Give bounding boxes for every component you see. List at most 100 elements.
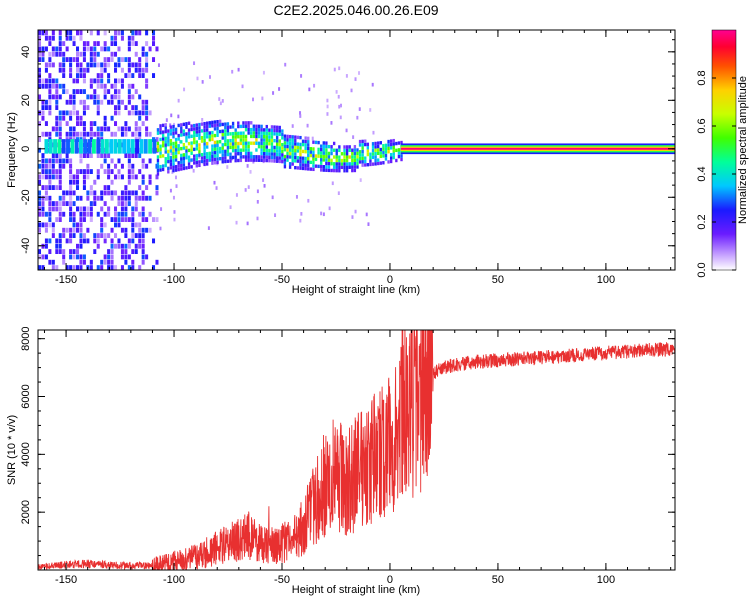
- heatmap-cell: [79, 243, 83, 249]
- heatmap-cell: [100, 153, 104, 158]
- heatmap-cell: [173, 217, 176, 222]
- heatmap-cell: [127, 126, 131, 132]
- heatmap-cell: [379, 154, 382, 159]
- heatmap-cell: [76, 57, 80, 62]
- heatmap-cell: [127, 243, 131, 249]
- heatmap-cell: [234, 148, 237, 153]
- heatmap-cell: [205, 128, 209, 132]
- heatmap-cell: [177, 114, 180, 119]
- heatmap-cell: [96, 126, 100, 132]
- heatmap-cell: [177, 133, 180, 138]
- heatmap-cell: [301, 142, 305, 147]
- heatmap-cell: [134, 233, 138, 238]
- heatmap-cell: [216, 153, 219, 158]
- heatmap-cell: [82, 259, 86, 265]
- heatmap-cell: [294, 138, 297, 143]
- heatmap-cell: [55, 89, 59, 94]
- heatmap-cell: [325, 165, 328, 169]
- heatmap-cell: [134, 30, 138, 36]
- heatmap-cell: [301, 166, 305, 171]
- heatmap-cell: [250, 134, 253, 139]
- heatmap-cell: [110, 131, 114, 137]
- heatmap-cell: [58, 169, 62, 174]
- heatmap-cell: [127, 169, 131, 174]
- heatmap-cell: [62, 249, 66, 254]
- heatmap-cell: [62, 115, 66, 121]
- heatmap-cell: [283, 161, 287, 166]
- heatmap-cell: [340, 162, 344, 166]
- heatmap-cell: [330, 168, 333, 173]
- heatmap-cell: [358, 107, 361, 111]
- heatmap-cell: [309, 150, 313, 154]
- heatmap-cell: [260, 124, 263, 129]
- heatmap-cell: [252, 127, 256, 132]
- heatmap-cell: [138, 57, 142, 62]
- heatmap-cell: [353, 155, 357, 159]
- heatmap-cell: [126, 139, 131, 154]
- heatmap-cell: [345, 128, 348, 133]
- heatmap-cell: [82, 174, 86, 180]
- heatmap-cell: [117, 243, 121, 249]
- heatmap-cell: [55, 185, 59, 190]
- heatmap-cell: [82, 57, 86, 62]
- heatmap-cell: [127, 83, 131, 89]
- heatmap-cell: [288, 134, 292, 139]
- heatmap-cell: [354, 209, 357, 214]
- heatmap-cell: [242, 131, 245, 135]
- heatmap-cell: [247, 185, 250, 189]
- heatmap-cell: [213, 180, 216, 185]
- heatmap-cell: [72, 217, 76, 222]
- heatmap-cell: [110, 249, 114, 254]
- heatmap-cell: [89, 265, 93, 270]
- heatmap-cell: [110, 265, 114, 270]
- heatmap-cell: [221, 146, 224, 150]
- heatmap-cell: [169, 138, 173, 143]
- heatmap-cell: [76, 131, 80, 137]
- heatmap-cell: [44, 211, 48, 217]
- heatmap-cell: [131, 206, 135, 212]
- heatmap-cell: [79, 35, 83, 41]
- heatmap-cell: [400, 157, 403, 162]
- heatmap-cell: [167, 149, 170, 154]
- heatmap-cell: [366, 149, 370, 153]
- heatmap-cell: [41, 222, 45, 228]
- x-tick-label: 50: [492, 574, 504, 586]
- heatmap-cell: [270, 155, 274, 160]
- heatmap-cell: [138, 110, 142, 116]
- heatmap-cell: [38, 179, 42, 185]
- y-tick-label: 4000: [20, 442, 32, 466]
- heatmap-cell: [141, 233, 145, 238]
- heatmap-cell: [58, 110, 62, 116]
- heatmap-cell: [82, 89, 86, 94]
- heatmap-cell: [134, 201, 138, 206]
- heatmap-cell: [82, 217, 86, 222]
- heatmap-cell: [353, 145, 357, 149]
- heatmap-cell: [309, 160, 313, 165]
- heatmap-cell: [100, 190, 104, 196]
- heatmap-cell: [226, 125, 230, 129]
- heatmap-cell: [62, 254, 66, 260]
- heatmap-cell: [134, 174, 138, 180]
- heatmap-cell: [299, 142, 302, 147]
- heatmap-cell: [44, 78, 48, 84]
- heatmap-cell: [107, 169, 111, 174]
- heatmap-cell: [48, 78, 52, 84]
- heatmap-cell: [190, 134, 193, 138]
- heatmap-cell: [62, 227, 66, 233]
- heatmap-cell: [172, 158, 175, 163]
- heatmap-cell: [109, 139, 114, 154]
- heatmap-cell: [145, 185, 149, 190]
- heatmap-cell: [110, 254, 114, 260]
- heatmap-cell: [58, 83, 62, 89]
- heatmap-cell: [250, 158, 253, 162]
- heatmap-cell: [167, 142, 170, 147]
- heatmap-cell: [127, 190, 131, 196]
- heatmap-cell: [320, 164, 323, 169]
- heatmap-cell: [161, 154, 165, 158]
- heatmap-cell: [260, 134, 263, 139]
- heatmap-cell: [182, 142, 186, 147]
- heatmap-cell: [161, 140, 165, 145]
- heatmap-cell: [82, 126, 86, 132]
- heatmap-cell: [51, 51, 55, 57]
- heatmap-cell: [296, 142, 300, 146]
